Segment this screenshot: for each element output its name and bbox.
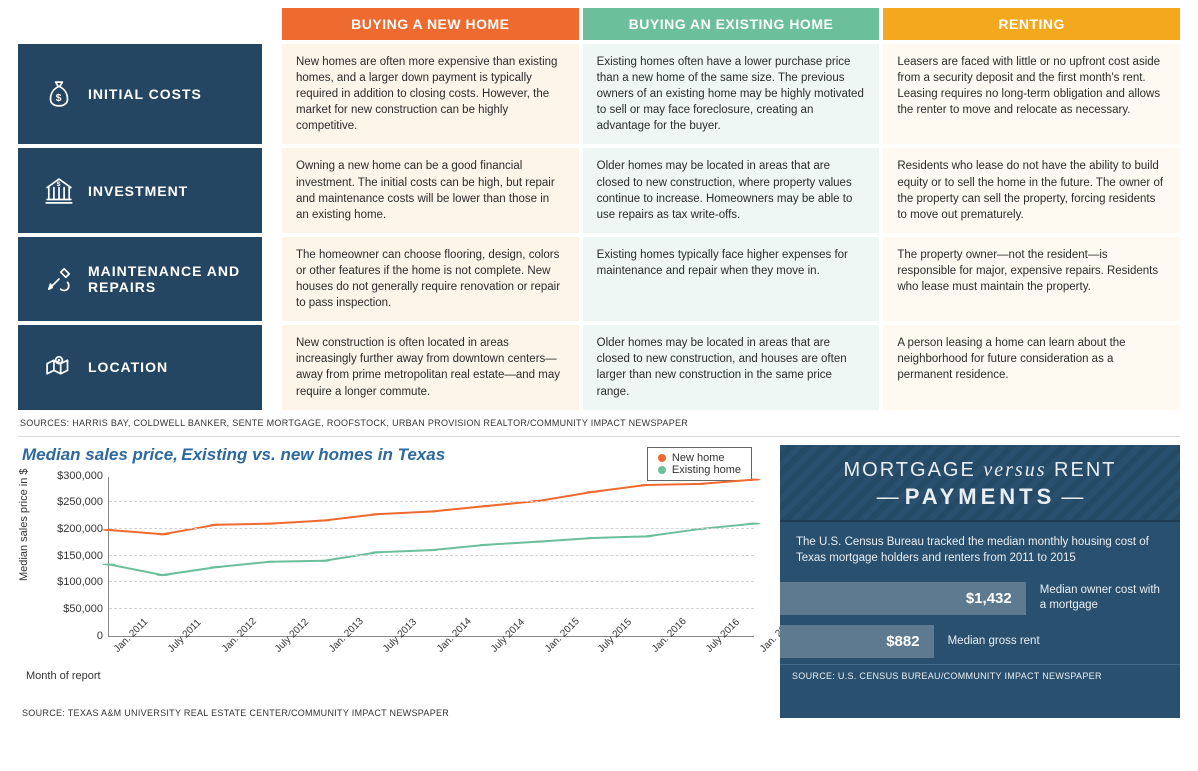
chart-legend: New homeExisting home bbox=[647, 447, 752, 481]
cell-location-exst: Older homes may be located in areas that… bbox=[583, 325, 880, 409]
mortgage-bar-label: Median owner cost with a mortgage bbox=[1040, 583, 1164, 613]
ytick-label: $200,000 bbox=[57, 523, 109, 535]
cell-investment-new: Owning a new home can be a good financia… bbox=[282, 148, 579, 232]
comparison-table: BUYING A NEW HOMEBUYING AN EXISTING HOME… bbox=[18, 8, 1180, 410]
cell-initial-exst: Existing homes often have a lower purcha… bbox=[583, 44, 880, 144]
row-label-initial: $INITIAL COSTS bbox=[18, 44, 262, 144]
tools-icon bbox=[42, 262, 76, 296]
xtick-label: July 2012 bbox=[273, 647, 281, 655]
ytick-label: 0 bbox=[97, 630, 109, 642]
cell-investment-exst: Older homes may be located in areas that… bbox=[583, 148, 880, 232]
mortgage-desc: The U.S. Census Bureau tracked the media… bbox=[780, 522, 1180, 578]
mortgage-bar-row: $1,432 Median owner cost with a mortgage bbox=[780, 578, 1180, 621]
xtick-label: July 2011 bbox=[166, 647, 174, 655]
mortgage-title-a: MORTGAGE bbox=[844, 459, 976, 481]
xtick-label: July 2015 bbox=[596, 647, 604, 655]
legend-item: New home bbox=[658, 452, 741, 464]
cell-maint-new: The homeowner can choose flooring, desig… bbox=[282, 237, 579, 321]
xtick-label: Jan. 2017 bbox=[758, 647, 766, 655]
map-pin-icon bbox=[42, 350, 76, 384]
mortgage-bar-row: $882 Median gross rent bbox=[780, 621, 1180, 664]
row-label-location: LOCATION bbox=[18, 325, 262, 409]
ytick-label: $250,000 bbox=[57, 496, 109, 508]
mortgage-bar: $1,432 bbox=[780, 582, 1026, 615]
cell-investment-rent: Residents who lease do not have the abil… bbox=[883, 148, 1180, 232]
chart-title-prefix: Median sales price, bbox=[22, 445, 178, 465]
column-header-new: BUYING A NEW HOME bbox=[282, 8, 579, 40]
ytick-label: $50,000 bbox=[63, 603, 109, 615]
row-label-investment: $INVESTMENT bbox=[18, 148, 262, 232]
ytick-label: $150,000 bbox=[57, 550, 109, 562]
cell-location-rent: A person leasing a home can learn about … bbox=[883, 325, 1180, 409]
median-price-chart: Median sales price, Existing vs. new hom… bbox=[18, 445, 766, 718]
chart-ylabel: Median sales price in $ bbox=[18, 468, 30, 581]
legend-item: Existing home bbox=[658, 464, 741, 476]
bank-icon: $ bbox=[42, 174, 76, 208]
svg-text:$: $ bbox=[57, 181, 62, 188]
mortgage-bar-label: Median gross rent bbox=[948, 634, 1164, 649]
xtick-label: Jan. 2016 bbox=[650, 647, 658, 655]
chart-xlabel: Month of report bbox=[26, 670, 762, 682]
ytick-label: $300,000 bbox=[57, 470, 109, 482]
sources-top: SOURCES: HARRIS BAY, COLDWELL BANKER, SE… bbox=[18, 414, 1180, 437]
xtick-label: Jan. 2011 bbox=[112, 647, 120, 655]
mortgage-title-c: RENT bbox=[1054, 459, 1116, 481]
mortgage-bar: $882 bbox=[780, 625, 934, 658]
cell-location-new: New construction is often located in are… bbox=[282, 325, 579, 409]
column-header-exst: BUYING AN EXISTING HOME bbox=[583, 8, 880, 40]
row-label-maint: MAINTENANCE AND REPAIRS bbox=[18, 237, 262, 321]
xtick-label: Jan. 2015 bbox=[543, 647, 551, 655]
svg-text:$: $ bbox=[56, 93, 63, 104]
cell-maint-rent: The property owner—not the resident—is r… bbox=[883, 237, 1180, 321]
mortgage-panel-header: MORTGAGE versus RENT PAYMENTS bbox=[780, 445, 1180, 522]
mortgage-source: SOURCE: U.S. CENSUS BUREAU/COMMUNITY IMP… bbox=[780, 664, 1180, 687]
xtick-label: July 2013 bbox=[381, 647, 389, 655]
xtick-label: Jan. 2014 bbox=[435, 647, 443, 655]
mortgage-title-b: versus bbox=[983, 459, 1046, 481]
mortgage-title-payments: PAYMENTS bbox=[790, 484, 1170, 510]
cell-maint-exst: Existing homes typically face higher exp… bbox=[583, 237, 880, 321]
xtick-label: July 2014 bbox=[489, 647, 497, 655]
mortgage-vs-rent-panel: MORTGAGE versus RENT PAYMENTS The U.S. C… bbox=[780, 445, 1180, 718]
xtick-label: Jan. 2012 bbox=[220, 647, 228, 655]
ytick-label: $100,000 bbox=[57, 576, 109, 588]
money-bag-icon: $ bbox=[42, 77, 76, 111]
chart-source: SOURCE: TEXAS A&M UNIVERSITY REAL ESTATE… bbox=[22, 708, 762, 718]
xtick-label: July 2016 bbox=[704, 647, 712, 655]
cell-initial-new: New homes are often more expensive than … bbox=[282, 44, 579, 144]
cell-initial-rent: Leasers are faced with little or no upfr… bbox=[883, 44, 1180, 144]
xtick-label: Jan. 2013 bbox=[327, 647, 335, 655]
column-header-rent: RENTING bbox=[883, 8, 1180, 40]
chart-title-suffix: Existing vs. new homes in Texas bbox=[181, 445, 445, 465]
